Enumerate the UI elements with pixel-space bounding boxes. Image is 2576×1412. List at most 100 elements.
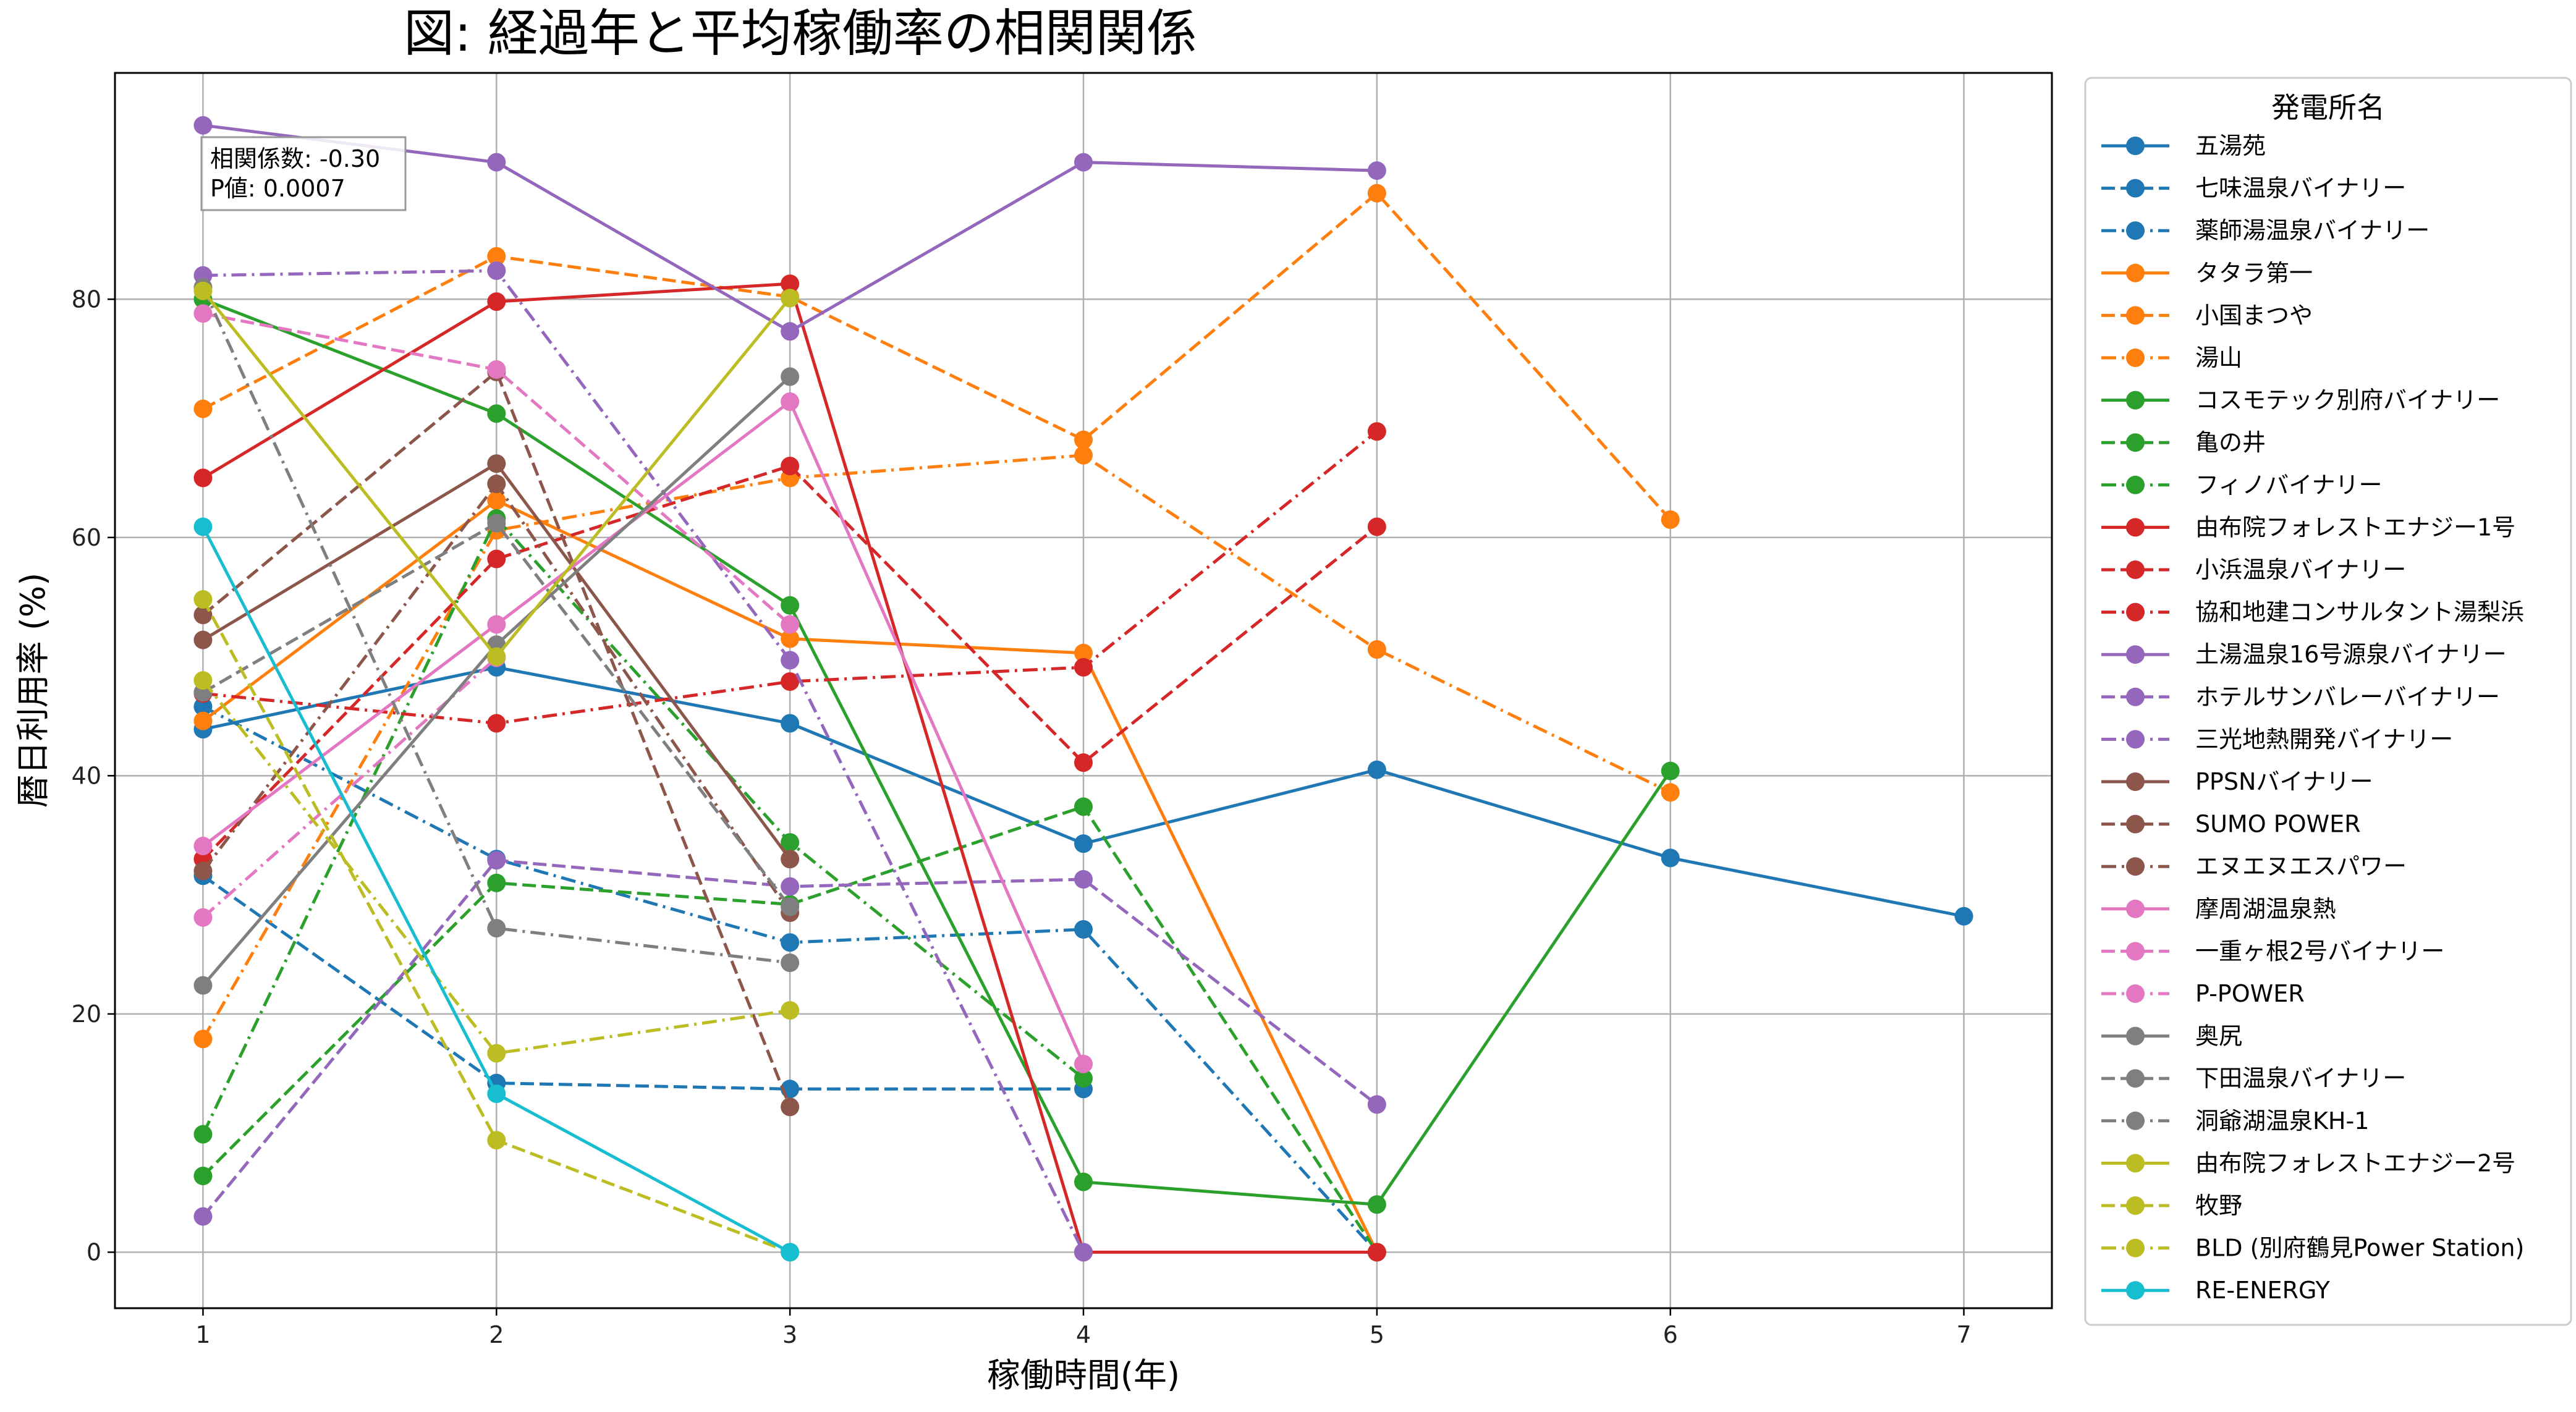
data-point	[781, 850, 800, 869]
legend-marker	[2126, 645, 2145, 664]
data-point	[193, 711, 213, 730]
legend-label: 摩周湖温泉熱	[2195, 895, 2336, 923]
data-point	[1367, 517, 1386, 536]
data-point	[781, 274, 800, 294]
legend-label: RE-ENERGY	[2195, 1277, 2331, 1304]
legend-item: BLD (別府鶴見Power Station)	[2101, 1235, 2524, 1262]
legend-item: 五湯苑	[2101, 132, 2266, 159]
data-point	[1074, 870, 1093, 889]
legend-label: 薬師湯温泉バイナリー	[2195, 217, 2430, 244]
legend-marker	[2126, 1026, 2145, 1046]
legend-label: 下田温泉バイナリー	[2195, 1065, 2406, 1092]
x-axis-ticks: 1 2 3 4 5 6 7	[195, 1308, 1972, 1348]
data-point	[487, 714, 506, 733]
legend-item: 小国まつや	[2101, 302, 2313, 329]
legend-label: タタラ第一	[2195, 260, 2313, 287]
legend-marker	[2126, 1111, 2145, 1130]
data-point	[193, 1125, 213, 1144]
legend-item: 牧野	[2101, 1192, 2242, 1219]
data-point	[1367, 184, 1386, 203]
data-point	[487, 1044, 506, 1063]
legend-item: 奥尻	[2101, 1023, 2242, 1050]
data-point	[781, 1001, 800, 1020]
x-tick-label: 1	[195, 1321, 210, 1348]
legend-item: エヌエヌエスパワー	[2101, 853, 2407, 880]
legend-label: 三光地熱開発バイナリー	[2195, 725, 2453, 753]
data-point	[487, 261, 506, 280]
series-4	[193, 184, 1680, 529]
legend-item: P-POWER	[2101, 980, 2305, 1007]
legend-label: 由布院フォレストエナジー1号	[2195, 514, 2515, 541]
legend-marker	[2126, 857, 2145, 876]
series-18	[193, 392, 1093, 1073]
series-9	[193, 274, 1386, 1262]
series-line	[201, 517, 1085, 1135]
legend-marker	[2126, 1154, 2145, 1173]
legend-marker	[2126, 942, 2145, 961]
x-tick-label: 4	[1076, 1321, 1091, 1348]
legend-label: 五湯苑	[2195, 132, 2266, 159]
data-point	[193, 861, 213, 881]
legend-frame	[2084, 77, 2572, 1326]
legend-label: 協和地建コンサルタント湯梨浜	[2195, 599, 2524, 626]
legend-marker	[2126, 306, 2145, 325]
legend-label: SUMO POWER	[2195, 811, 2361, 838]
legend-label: BLD (別府鶴見Power Station)	[2195, 1235, 2524, 1262]
legend-label: 奥尻	[2195, 1023, 2242, 1050]
legend-item: 湯山	[2101, 344, 2242, 371]
data-point	[193, 517, 213, 536]
legend-marker	[2126, 730, 2145, 749]
legend-marker	[2126, 221, 2145, 240]
data-point	[781, 596, 800, 615]
data-point	[1074, 153, 1093, 172]
data-point	[781, 672, 800, 691]
legend-marker	[2126, 602, 2145, 622]
data-point	[781, 651, 800, 670]
legend-item: 下田温泉バイナリー	[2101, 1065, 2406, 1092]
legend-label: 亀の井	[2195, 429, 2266, 456]
data-point	[487, 491, 506, 510]
legend-marker	[2126, 1196, 2145, 1215]
series-26	[193, 671, 800, 1063]
legend-marker	[2126, 349, 2145, 367]
data-point	[1661, 783, 1680, 802]
data-point	[1367, 1195, 1386, 1214]
legend-items: 五湯苑七味温泉バイナリー薬師湯温泉バイナリータタラ第一小国まつや湯山コスモテック…	[2101, 132, 2524, 1304]
data-point	[487, 919, 506, 938]
series-line	[202, 297, 1672, 1206]
x-axis-label: 稼働時間(年)	[987, 1356, 1180, 1395]
data-point	[193, 399, 213, 418]
data-point	[781, 833, 800, 852]
series-line	[201, 454, 1671, 1040]
legend-marker	[2126, 475, 2145, 494]
legend-marker	[2126, 984, 2145, 1003]
data-point	[781, 367, 800, 386]
data-point	[193, 1029, 213, 1049]
data-point	[1074, 834, 1093, 853]
legend-marker	[2126, 263, 2145, 282]
data-point	[781, 392, 800, 412]
data-point	[193, 908, 213, 927]
x-tick-label: 7	[1956, 1321, 1971, 1348]
data-point	[193, 116, 213, 135]
legend-item: SUMO POWER	[2101, 811, 2361, 838]
data-point	[781, 953, 800, 972]
legend-label: 由布院フォレストエナジー2号	[2195, 1149, 2515, 1177]
data-point	[1367, 1243, 1386, 1262]
data-point	[1074, 1172, 1093, 1191]
legend-item: 由布院フォレストエナジー2号	[2101, 1149, 2515, 1177]
data-point	[781, 933, 800, 952]
legend-marker	[2126, 1069, 2145, 1088]
data-point	[1074, 657, 1093, 677]
y-axis-ticks: 0 20 40 60 80	[72, 285, 115, 1266]
legend-item: PPSNバイナリー	[2101, 768, 2373, 795]
legend-label: 土湯温泉16号源泉バイナリー	[2195, 641, 2507, 668]
series-24	[193, 281, 800, 666]
series-line	[201, 400, 1085, 1065]
data-point	[781, 877, 800, 896]
series-14	[193, 261, 1093, 1262]
legend-label: ホテルサンバレーバイナリー	[2195, 683, 2500, 711]
x-tick-label: 6	[1663, 1321, 1678, 1348]
data-point	[193, 281, 213, 300]
legend-marker	[2126, 137, 2145, 155]
